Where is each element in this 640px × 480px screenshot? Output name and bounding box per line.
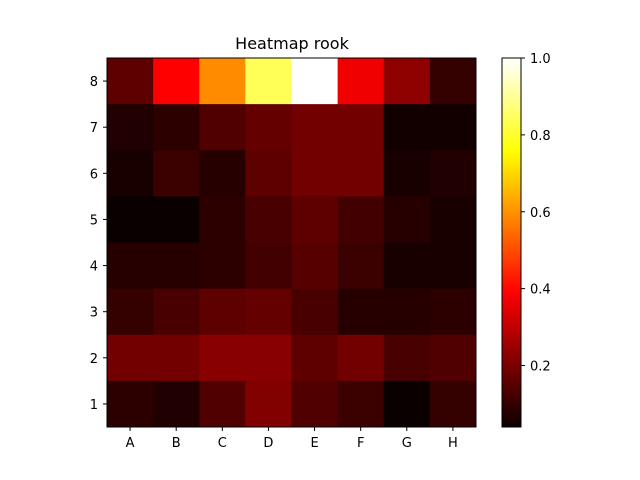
y-tick-label: 6 [90, 167, 98, 182]
heatmap-cell [337, 334, 385, 382]
x-tick-label: A [126, 436, 135, 451]
x-tick-label: B [172, 436, 181, 451]
y-tick-label: 8 [90, 75, 98, 90]
heatmap-cell [153, 150, 200, 197]
heatmap-cell [245, 242, 292, 290]
heatmap-cell [429, 150, 477, 197]
colorbar-frame [501, 57, 522, 428]
heatmap-cell [153, 242, 200, 290]
colorbar-tick-label: 0.4 [530, 283, 551, 298]
x-tick-label: H [448, 436, 458, 451]
heatmap-cell [107, 334, 154, 382]
heatmap-cell [383, 288, 431, 336]
heatmap-cells [107, 58, 477, 428]
heatmap-cell [383, 150, 431, 197]
heatmap-cell [107, 104, 154, 151]
heatmap-cell [429, 334, 477, 382]
y-axis: 8 7 6 5 4 3 2 1 [90, 75, 107, 413]
y-tick-label: 5 [90, 213, 98, 228]
colorbar-tick-label: 0.6 [530, 206, 551, 221]
y-tick-label: 3 [90, 306, 98, 321]
x-tick-label: D [263, 436, 273, 451]
heatmap-cell [199, 58, 246, 105]
heatmap-cell [107, 58, 154, 105]
heatmap-cell [199, 242, 246, 290]
heatmap-cell [153, 104, 200, 151]
heatmap-cell [153, 196, 200, 243]
heatmap-cell [107, 288, 154, 336]
heatmap-cell [291, 334, 339, 382]
y-tick-label: 2 [90, 352, 98, 367]
heatmap-cell [245, 58, 292, 105]
heatmap-cell [429, 242, 477, 290]
heatmap-cell [429, 380, 477, 428]
heatmap-cell [153, 334, 200, 382]
heatmap-cell [383, 104, 431, 151]
heatmap-cell [337, 104, 385, 151]
heatmap-cell [337, 58, 385, 105]
heatmap-cell [245, 104, 292, 151]
heatmap-cell [429, 288, 477, 336]
heatmap-cell [337, 150, 385, 197]
colorbar-tick-label: 1.0 [530, 52, 551, 67]
x-tick-label: G [402, 436, 412, 451]
heatmap-cell [107, 196, 154, 243]
heatmap-cell [383, 242, 431, 290]
heatmap-cell [107, 242, 154, 290]
heatmap-cell [337, 380, 385, 428]
x-tick-label: F [357, 436, 364, 451]
heatmap-cell [291, 288, 339, 336]
heatmap-cell [199, 334, 246, 382]
x-tick-label: E [310, 436, 318, 451]
y-tick-label: 1 [90, 398, 98, 413]
heatmap-cell [245, 334, 292, 382]
heatmap-cell [291, 242, 339, 290]
colorbar-axis: 0.2 0.4 0.6 0.8 1.0 [521, 52, 551, 375]
heatmap-cell [245, 196, 292, 243]
heatmap-cell [291, 58, 339, 105]
heatmap-cell [291, 196, 339, 243]
heatmap-cell [199, 380, 246, 428]
y-tick-label: 7 [90, 121, 98, 136]
heatmap-cell [429, 58, 477, 105]
heatmap-cell [383, 380, 431, 428]
heatmap-cell [337, 288, 385, 336]
heatmap-cell [199, 196, 246, 243]
heatmap-cell [107, 150, 154, 197]
heatmap-cell [245, 380, 292, 428]
heatmap-cell [291, 380, 339, 428]
heatmap-cell [429, 104, 477, 151]
y-tick-label: 4 [90, 260, 98, 275]
heatmap-cell [199, 288, 246, 336]
heatmap-cell [153, 380, 200, 428]
heatmap-cell [199, 104, 246, 151]
heatmap-cell [107, 380, 154, 428]
x-tick-label: C [218, 436, 227, 451]
heatmap-cell [429, 196, 477, 243]
heatmap-cell [383, 334, 431, 382]
heatmap-cell [337, 196, 385, 243]
heatmap-cell [291, 104, 339, 151]
heatmap-cell [245, 288, 292, 336]
heatmap-cell [245, 150, 292, 197]
colorbar-tick-label: 0.2 [530, 360, 551, 375]
heatmap-cell [383, 196, 431, 243]
colorbar [502, 58, 521, 427]
heatmap-cell [291, 150, 339, 197]
heatmap-cell [199, 150, 246, 197]
heatmap-cell [337, 242, 385, 290]
chart-title: Heatmap rook [235, 34, 349, 53]
x-axis: A B C D E F G H [126, 427, 458, 451]
heatmap-cell [153, 58, 200, 105]
plot-frame [106, 57, 477, 428]
heatmap-cell [383, 58, 431, 105]
heatmap-cell [153, 288, 200, 336]
colorbar-tick-label: 0.8 [530, 129, 551, 144]
